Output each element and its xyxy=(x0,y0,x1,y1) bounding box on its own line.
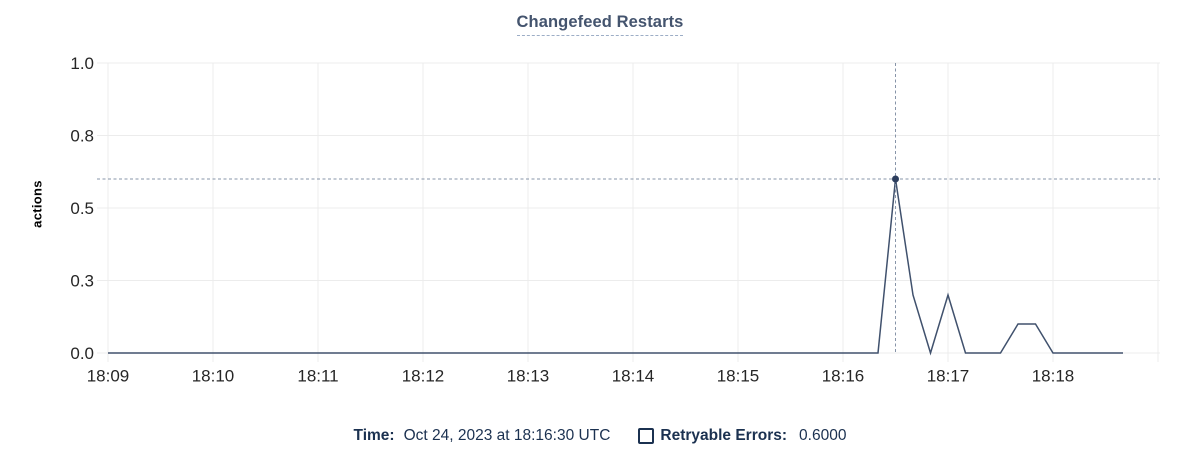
y-tick-label: 0.5 xyxy=(70,199,94,218)
x-tick-label: 18:17 xyxy=(927,367,970,386)
time-value: Oct 24, 2023 at 18:16:30 UTC xyxy=(403,427,611,444)
y-tick-label: 1.0 xyxy=(70,54,94,73)
x-tick-label: 18:15 xyxy=(717,367,760,386)
y-tick-label: 0.0 xyxy=(70,344,94,363)
chart-canvas[interactable]: 0.0 0.3 0.5 0.8 1.0 18:09 18:10 18:11 18:12 18:13… xyxy=(0,45,1200,400)
data-line-retryable-errors xyxy=(108,178,1123,356)
chart-title-row: Changefeed Restarts xyxy=(0,13,1200,36)
checkbox-unchecked-icon[interactable] xyxy=(638,428,655,444)
y-tick-label: 0.3 xyxy=(70,272,94,291)
x-tick-label: 18:12 xyxy=(402,367,445,386)
x-tick-label: 18:18 xyxy=(1032,367,1075,386)
x-tick-label: 18:09 xyxy=(87,367,130,386)
legend-series-value: 0.6000 xyxy=(799,427,847,444)
legend-item-retryable-errors[interactable]: Retryable Errors: 0.6000 xyxy=(638,426,846,446)
y-tick-label: 0.8 xyxy=(70,127,94,146)
x-tick-label: 18:13 xyxy=(507,367,550,386)
x-tick-label: 18:11 xyxy=(297,367,338,386)
x-tick-label: 18:16 xyxy=(822,367,865,386)
x-tick-label: 18:14 xyxy=(612,367,655,386)
hover-readout-footer: Time: Oct 24, 2023 at 18:16:30 UTC Retry… xyxy=(0,426,1200,446)
legend-series-label: Retryable Errors: xyxy=(660,427,788,444)
hover-point-dot xyxy=(892,175,899,183)
time-label: Time: xyxy=(353,427,395,444)
chart-title[interactable]: Changefeed Restarts xyxy=(516,13,684,36)
x-tick-label: 18:10 xyxy=(192,367,235,386)
